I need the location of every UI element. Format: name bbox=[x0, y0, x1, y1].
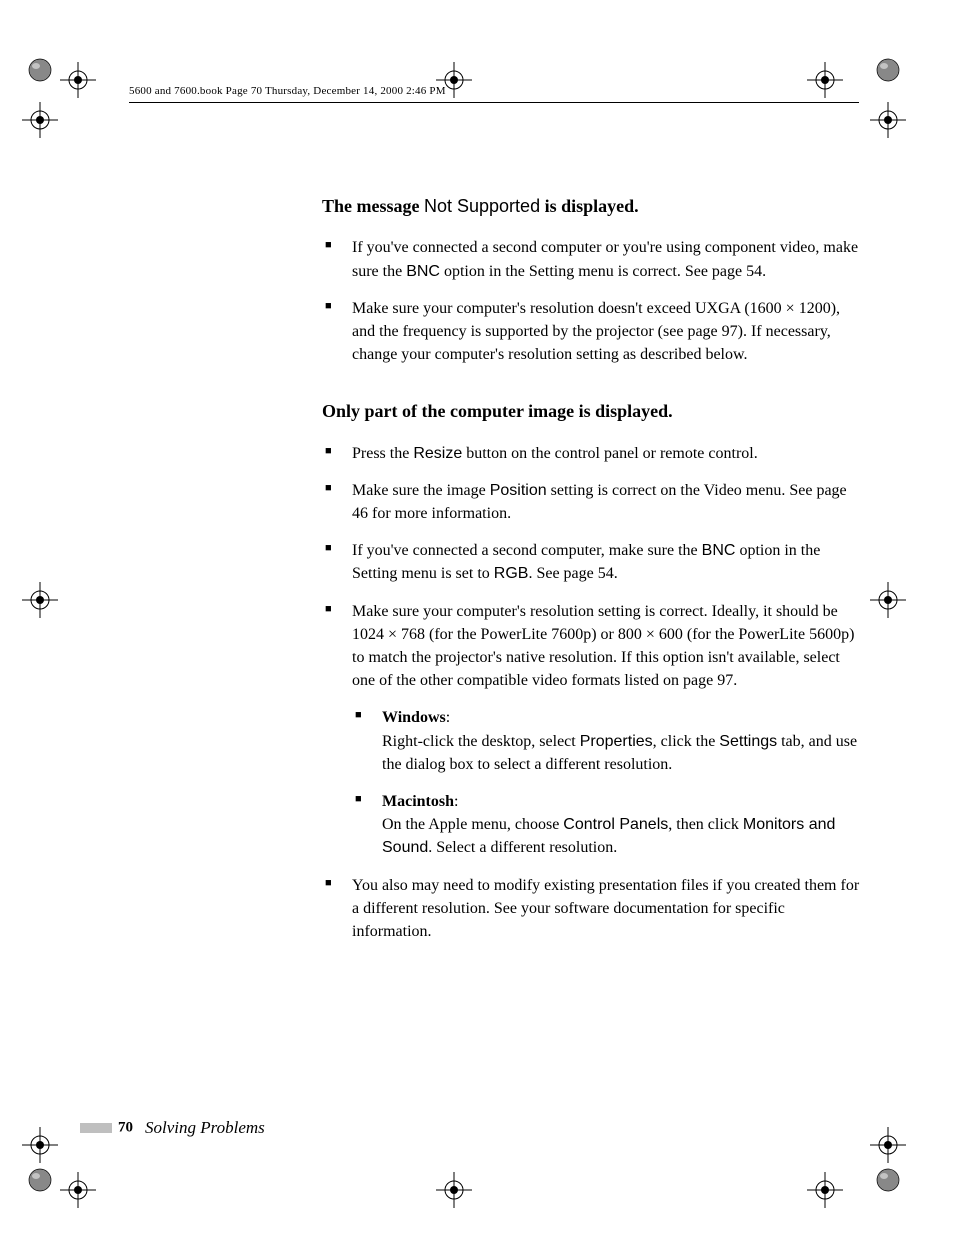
header-text: 5600 and 7600.book Page 70 Thursday, Dec… bbox=[129, 85, 446, 97]
text-sans: Resize bbox=[413, 445, 462, 462]
text: You also may need to modify existing pre… bbox=[352, 877, 859, 940]
section2-list: Press the Resize button on the control p… bbox=[322, 442, 862, 943]
list-item: You also may need to modify existing pre… bbox=[322, 874, 862, 944]
list-item: Press the Resize button on the control p… bbox=[322, 442, 862, 465]
registration-cross-icon bbox=[22, 1127, 58, 1163]
registration-cross-icon bbox=[436, 1172, 472, 1208]
page-content: The message Not Supported is displayed. … bbox=[322, 195, 862, 977]
registration-cross-icon bbox=[22, 102, 58, 138]
registration-cross-icon bbox=[807, 1172, 843, 1208]
text: If you've connected a second computer, m… bbox=[352, 542, 702, 559]
heading-part-sans: Not Supported bbox=[424, 196, 540, 216]
registration-cross-icon bbox=[870, 102, 906, 138]
text: : bbox=[446, 709, 450, 726]
text: : bbox=[454, 793, 458, 810]
page-number: 70 bbox=[118, 1120, 133, 1136]
section1-list: If you've connected a second computer or… bbox=[322, 236, 862, 366]
text: Make sure the image bbox=[352, 482, 490, 499]
text: Press the bbox=[352, 445, 413, 462]
header-rule bbox=[129, 102, 859, 103]
heading-part: The message bbox=[322, 196, 424, 216]
footer-title: Solving Problems bbox=[145, 1118, 265, 1137]
text-sans: Position bbox=[490, 482, 547, 499]
text: . See page 54. bbox=[528, 565, 617, 582]
list-item: Make sure your computer's resolution doe… bbox=[322, 297, 862, 367]
footer-bar-icon bbox=[80, 1123, 112, 1133]
sub-label: Windows bbox=[382, 709, 446, 726]
text: On the Apple menu, choose bbox=[382, 816, 563, 833]
heading-part: is displayed. bbox=[540, 196, 639, 216]
registration-cross-icon bbox=[807, 62, 843, 98]
text-sans: Control Panels bbox=[563, 816, 668, 833]
list-item: If you've connected a second computer, m… bbox=[322, 539, 862, 585]
registration-orb-icon bbox=[22, 52, 58, 88]
registration-orb-icon bbox=[870, 1162, 906, 1198]
section1-heading: The message Not Supported is displayed. bbox=[322, 195, 862, 218]
page-footer: 70 Solving Problems bbox=[80, 1118, 360, 1138]
registration-orb-icon bbox=[22, 1162, 58, 1198]
section2-heading: Only part of the computer image is displ… bbox=[322, 400, 862, 423]
text-sans: RGB bbox=[494, 565, 529, 582]
sub-list-item: Macintosh: On the Apple menu, choose Con… bbox=[352, 790, 862, 860]
registration-orb-icon bbox=[870, 52, 906, 88]
text: option in the Setting menu is correct. S… bbox=[440, 263, 766, 280]
text-sans: Properties bbox=[580, 733, 653, 750]
list-item: Make sure your computer's resolution set… bbox=[322, 600, 862, 860]
text-sans: BNC bbox=[406, 263, 440, 280]
text: Right-click the desktop, select bbox=[382, 733, 580, 750]
registration-cross-icon bbox=[60, 62, 96, 98]
list-item: Make sure the image Position setting is … bbox=[322, 479, 862, 525]
registration-cross-icon bbox=[870, 582, 906, 618]
list-item: If you've connected a second computer or… bbox=[322, 236, 862, 282]
registration-cross-icon bbox=[22, 582, 58, 618]
sub-list: Windows: Right-click the desktop, select… bbox=[352, 706, 862, 859]
text-sans: Settings bbox=[719, 733, 777, 750]
text-sans: BNC bbox=[702, 542, 736, 559]
text: , click the bbox=[653, 733, 720, 750]
text: , then click bbox=[668, 816, 743, 833]
sub-label: Macintosh bbox=[382, 793, 454, 810]
text: . Select a different resolution. bbox=[428, 839, 617, 856]
text: Make sure your computer's resolution set… bbox=[352, 603, 854, 690]
sub-list-item: Windows: Right-click the desktop, select… bbox=[352, 706, 862, 776]
registration-cross-icon bbox=[870, 1127, 906, 1163]
registration-cross-icon bbox=[60, 1172, 96, 1208]
text: Make sure your computer's resolution doe… bbox=[352, 300, 840, 363]
text: button on the control panel or remote co… bbox=[462, 445, 757, 462]
